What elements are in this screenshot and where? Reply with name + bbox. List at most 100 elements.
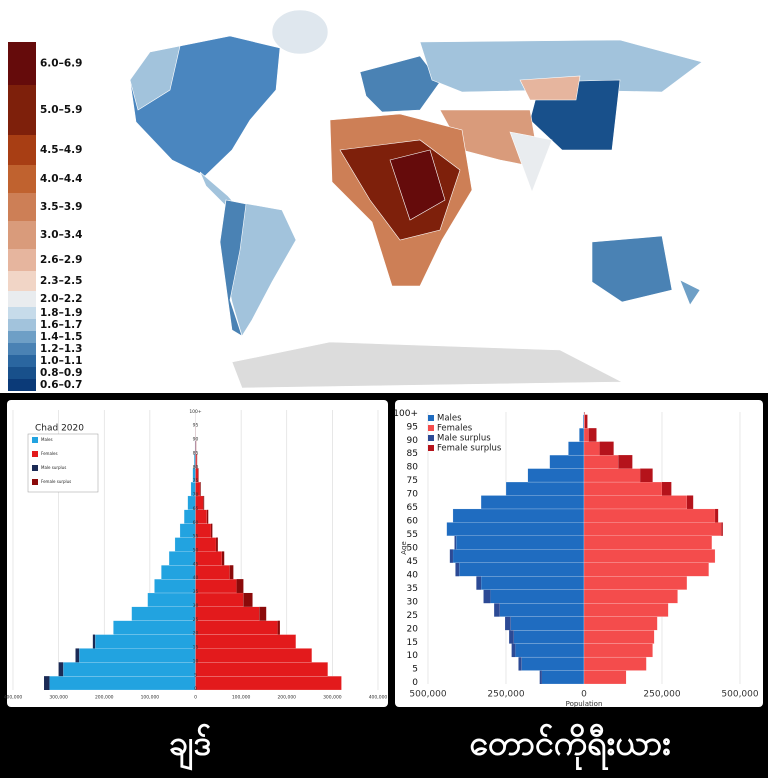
y-tick-label: 70 [193, 492, 199, 498]
bar [452, 508, 585, 523]
bar [455, 535, 585, 550]
legend-swatch [8, 221, 36, 249]
bar [221, 551, 225, 566]
x-tick-label: 500,000 [409, 690, 446, 700]
bar [583, 549, 716, 563]
legend-label: Male surplus [41, 465, 66, 470]
bar [527, 468, 585, 483]
y-tick-label: 40 [407, 570, 419, 580]
legend-label: 1.4–1.5 [40, 331, 82, 343]
bar [583, 495, 688, 510]
bar [583, 508, 716, 523]
bar [640, 468, 653, 483]
bar [49, 676, 196, 691]
legend-label: 1.0–1.1 [40, 355, 82, 367]
bar [63, 662, 196, 677]
bar [161, 565, 196, 580]
bar [259, 606, 267, 621]
legend-swatch [8, 135, 36, 165]
legend-swatch [8, 343, 36, 355]
legend-label: 2.3–2.5 [40, 275, 82, 287]
x-tick-label: 250,000 [643, 690, 680, 700]
bar [147, 592, 196, 607]
y-tick-label: 15 [407, 638, 418, 648]
bar [568, 441, 585, 456]
caption: ချဒ် [169, 724, 211, 770]
bar [206, 509, 209, 524]
y-tick-label: 65 [193, 506, 199, 512]
legend-label: Female surplus [437, 444, 502, 454]
bar [583, 428, 589, 442]
land [591, 235, 673, 303]
y-axis-label: Age [400, 541, 408, 555]
land [509, 131, 553, 193]
bar [154, 579, 196, 594]
y-tick-label: 55 [407, 530, 418, 540]
legend-swatch [8, 331, 36, 343]
bar [483, 589, 491, 604]
y-tick-label: 30 [193, 603, 199, 609]
legend-label: 3.0–3.4 [40, 229, 82, 241]
bar [549, 454, 585, 469]
land [271, 9, 329, 55]
x-tick-label: 400,000 [369, 695, 388, 701]
y-tick-label: 95 [407, 422, 418, 432]
legend-swatch [32, 437, 38, 443]
bar [195, 565, 230, 580]
legend-label: 6.0–6.9 [40, 58, 82, 70]
bar [583, 630, 655, 644]
legend-label: 1.6–1.7 [40, 319, 82, 331]
bar [480, 495, 585, 510]
bar [583, 616, 658, 631]
legend-swatch [8, 85, 36, 135]
y-tick-label: 65 [407, 503, 418, 513]
y-tick-label: 100+ [189, 409, 202, 415]
y-tick-label: 45 [193, 561, 199, 567]
bar [229, 565, 234, 580]
legend-label: 2.0–2.2 [40, 293, 82, 305]
legend-label: 2.6–2.9 [40, 254, 82, 266]
y-tick-label: 35 [193, 589, 199, 595]
chart-title: Chad 2020 [35, 424, 84, 434]
legend-label: 3.5–3.9 [40, 201, 82, 213]
legend-label: 1.2–1.3 [40, 343, 82, 355]
y-tick-label: 0 [194, 686, 197, 692]
x-tick-label: 200,000 [95, 695, 114, 701]
legend-swatch [8, 249, 36, 271]
bar [583, 603, 669, 617]
y-tick-label: 0 [412, 678, 418, 688]
x-tick-label: 300,000 [323, 695, 342, 701]
y-tick-label: 5 [412, 665, 418, 675]
bar [588, 428, 597, 442]
bar [583, 643, 653, 658]
bar [583, 414, 586, 429]
x-tick-label: 250,000 [487, 690, 524, 700]
bar [509, 630, 514, 644]
legend-label: 4.0–4.4 [40, 173, 82, 185]
bar [584, 414, 588, 429]
x-tick-label: 200,000 [277, 695, 296, 701]
y-tick-label: 10 [193, 658, 199, 664]
y-tick-label: 80 [407, 463, 419, 473]
bar [216, 537, 218, 552]
bar [195, 537, 217, 552]
y-tick-label: 45 [407, 557, 418, 567]
bar [599, 441, 614, 456]
land [129, 45, 181, 111]
legend-swatch [8, 271, 36, 291]
y-tick-label: 20 [407, 624, 419, 634]
legend-swatch [428, 435, 434, 441]
map-legend: 6.0–6.9 5.0–5.9 4.5–4.9 4.0–4.4 3.5–3.9 3.0–3… [8, 42, 82, 391]
bar [446, 522, 585, 536]
bar [583, 441, 600, 456]
bar [686, 495, 694, 509]
bar [195, 634, 296, 649]
x-tick-label: 500,000 [721, 690, 758, 700]
y-tick-label: 35 [407, 584, 418, 594]
x-tick-label: 0 [581, 690, 587, 700]
y-tick-label: 95 [193, 423, 199, 429]
land [519, 75, 581, 101]
y-tick-label: 80 [193, 464, 199, 470]
bar [515, 643, 585, 658]
